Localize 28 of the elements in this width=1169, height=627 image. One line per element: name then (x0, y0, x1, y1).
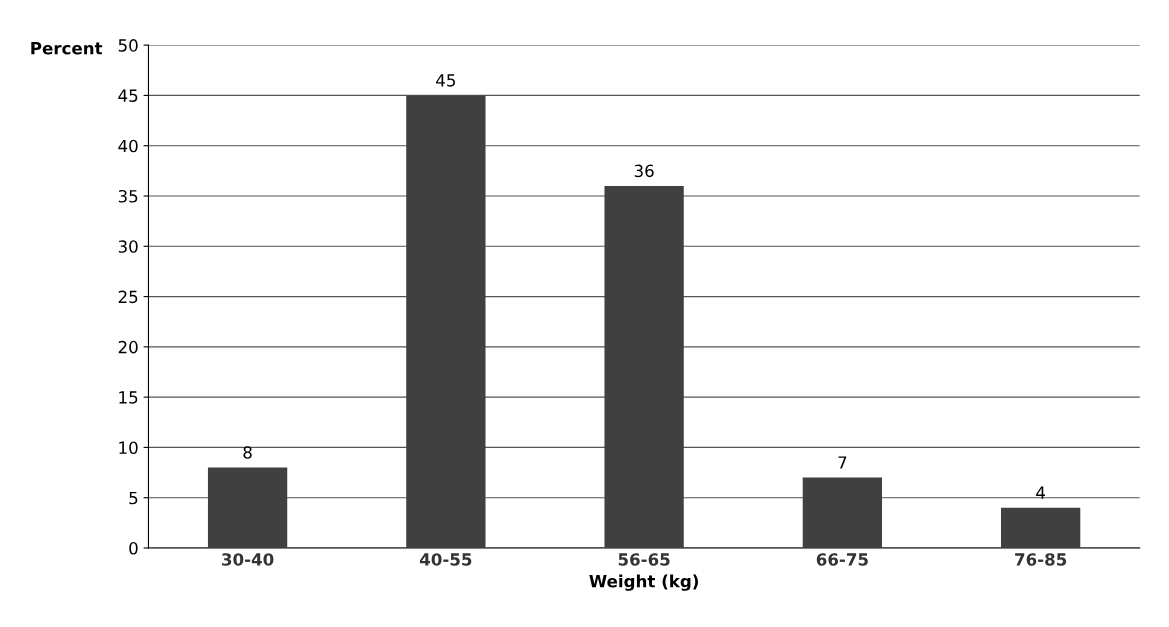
y-tick-label: 5 (129, 491, 138, 505)
y-tick-label: 40 (118, 139, 138, 153)
bar (406, 95, 486, 548)
y-tick-label: 15 (119, 391, 138, 404)
bar (1000, 507, 1081, 548)
y-tick-label: 50 (118, 39, 138, 52)
x-tick-label: 56-65 (618, 553, 670, 566)
data-label: 8 (243, 446, 252, 459)
y-tick-label: 30 (118, 240, 138, 253)
y-tick-label: 0 (129, 541, 138, 555)
y-tick-label: 10 (119, 441, 138, 454)
data-label: 36 (634, 164, 654, 178)
x-tick-label: 30-40 (222, 553, 274, 566)
y-tick-label: 45 (118, 89, 138, 102)
x-tick-label: 66-75 (816, 553, 868, 566)
y-tick-label: 25 (118, 290, 138, 304)
x-axis-title: Weight (kg) (589, 574, 698, 591)
x-tick-label: 76-85 (1015, 553, 1067, 566)
bar (802, 477, 883, 548)
y-tick-label: 35 (118, 189, 138, 203)
y-axis-title: Percent (31, 42, 103, 55)
data-label: 4 (1036, 486, 1046, 499)
data-label: 7 (838, 456, 847, 469)
bar (207, 467, 288, 548)
data-label: 45 (436, 74, 455, 87)
bar (604, 185, 684, 548)
y-tick-label: 20 (118, 340, 138, 354)
x-tick-label: 40-55 (419, 553, 472, 566)
